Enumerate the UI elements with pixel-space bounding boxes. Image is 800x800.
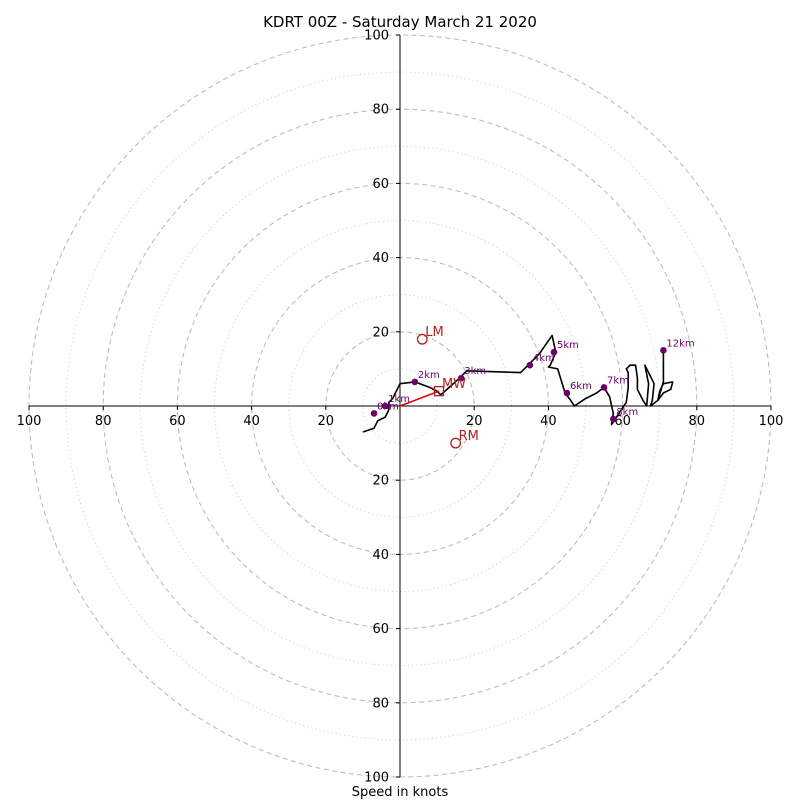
x-tick-label: 100 — [17, 414, 42, 429]
x-tick-label: 40 — [243, 414, 260, 429]
height-marker-6km — [563, 389, 571, 397]
y-tick-label: 20 — [372, 325, 389, 340]
height-label-2km: 2km — [418, 370, 440, 381]
hodograph-trace — [362, 334, 674, 433]
y-tick-label: 40 — [372, 548, 389, 563]
hodograph-line-0 — [362, 334, 674, 433]
height-label-12km: 12km — [666, 338, 694, 349]
y-tick-label: 60 — [372, 622, 389, 637]
height-marker-8km — [610, 415, 617, 423]
height-marker-0km — [370, 410, 378, 417]
mean-wind-vector — [399, 390, 440, 407]
x-tick-label: 20 — [318, 414, 335, 429]
x-tick-label: 100 — [759, 414, 784, 429]
x-tick-label: 20 — [466, 414, 483, 429]
tick-labels: 100 80 60 40 20 20 40 60 80 100100806040202040608… — [17, 29, 784, 786]
height-marker-5km — [550, 348, 558, 356]
x-tick-label: 80 — [95, 414, 112, 429]
storm-motion-marker-RM — [450, 437, 462, 449]
height-marker-4km — [526, 361, 534, 369]
storm-motion-label-RM: RM — [459, 429, 479, 444]
x-tick-label: 60 — [169, 414, 186, 429]
height-label-5km: 5km — [557, 340, 579, 351]
y-tick-label: 100 — [364, 29, 389, 44]
height-label-7km: 7km — [607, 375, 629, 386]
height-marker-7km — [600, 384, 608, 391]
height-label-1km: 1km — [388, 394, 410, 405]
y-tick-label: 60 — [372, 177, 389, 192]
storm-motion-marker-MW — [433, 386, 445, 397]
y-tick-label: 20 — [372, 474, 389, 489]
y-tick-label: 80 — [372, 696, 389, 711]
height-marker-12km — [660, 347, 667, 354]
storm-motion-label-LM: LM — [425, 325, 443, 340]
height-label-3km: 3km — [464, 366, 486, 377]
x-tick-label: 40 — [540, 414, 557, 429]
storm-motion-marker-LM — [416, 333, 428, 345]
height-label-6km: 6km — [570, 381, 592, 392]
height-label-8km: 8km — [616, 407, 638, 418]
x-tick-label: 80 — [689, 414, 706, 429]
y-tick-label: 100 — [364, 771, 389, 786]
x-axis-label: Speed in knots — [352, 785, 449, 800]
storm-motion-markers: LM RM MW — [399, 325, 479, 449]
y-tick-label: 40 — [372, 251, 389, 266]
height-label-4km: 4km — [533, 353, 555, 364]
height-marker-1km — [381, 402, 389, 410]
height-marker-2km — [411, 378, 419, 386]
storm-motion-label-MW: MW — [442, 377, 466, 392]
x-tick-label: 60 — [614, 414, 631, 429]
chart-title: KDRT 00Z - Saturday March 21 2020 — [263, 13, 537, 31]
height-marker-3km — [457, 374, 465, 382]
y-tick-label: 80 — [372, 103, 389, 118]
height-label-0km: 0km — [377, 401, 399, 412]
